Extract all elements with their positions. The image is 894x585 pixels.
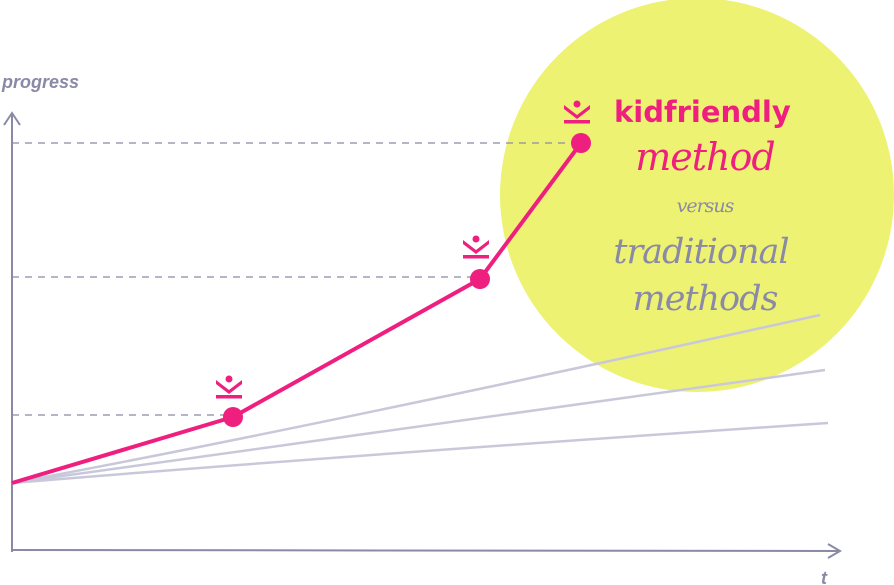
- traditional-line: [11, 368, 826, 485]
- x-axis-label: t: [821, 568, 828, 585]
- milestones: [223, 133, 591, 427]
- milestone-dot: [223, 407, 243, 427]
- traditional-lines: [11, 313, 829, 485]
- logo-icon: [216, 375, 242, 399]
- x-axis: [11, 543, 842, 559]
- traditional-label: traditional: [613, 232, 788, 272]
- brand-name: kidfriendly: [614, 95, 791, 129]
- axes: [3, 111, 842, 559]
- traditional-line: [11, 421, 829, 485]
- method-label: method: [635, 135, 774, 179]
- milestone-dot: [470, 269, 490, 289]
- logo-icon: [564, 100, 590, 124]
- traditional-line: [11, 313, 821, 485]
- versus-label: versus: [677, 195, 735, 217]
- logo-icon: [463, 235, 489, 259]
- methods-label: methods: [633, 279, 778, 319]
- kidfriendly-line: [11, 141, 583, 485]
- highlight-circle: [500, 0, 894, 392]
- milestone-dot: [571, 133, 591, 153]
- y-axis: [3, 111, 21, 552]
- y-axis-label: progress: [1, 72, 79, 92]
- guide-lines: [12, 142, 581, 416]
- logo-icons: [216, 100, 590, 399]
